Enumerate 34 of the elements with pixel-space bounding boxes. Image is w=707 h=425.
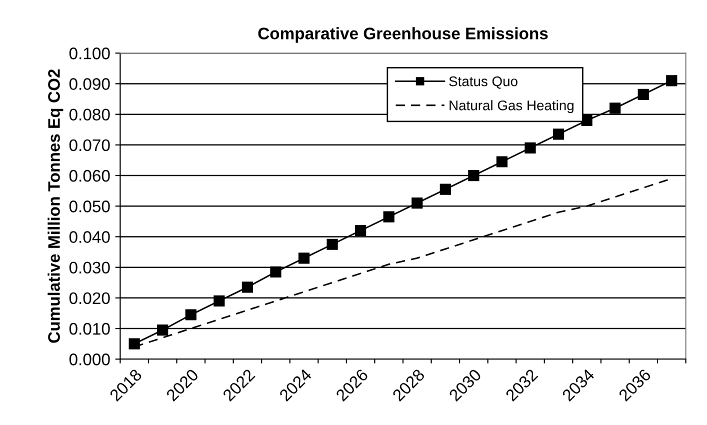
y-tick-label: 0.030 bbox=[69, 262, 110, 274]
y-tick-label: 0.070 bbox=[69, 139, 110, 152]
y-axis-title: Cumulative Million Tonnes Eq CO2 bbox=[48, 69, 64, 343]
y-tick-label: 0.080 bbox=[69, 108, 110, 121]
chart-title: Comparative Greenhouse Emissions bbox=[258, 27, 548, 43]
point bbox=[440, 184, 451, 195]
point bbox=[412, 198, 423, 209]
point bbox=[157, 324, 168, 336]
point bbox=[128, 338, 140, 350]
point bbox=[496, 156, 508, 168]
point bbox=[270, 266, 282, 278]
point bbox=[552, 128, 564, 140]
point bbox=[242, 282, 254, 293]
y-tick-label: 0.060 bbox=[69, 170, 110, 182]
y-tick-label: 0.040 bbox=[69, 231, 110, 243]
point bbox=[214, 295, 225, 307]
point bbox=[638, 88, 649, 100]
legend-label: Natural Gas Heating bbox=[450, 100, 574, 114]
point bbox=[524, 142, 536, 154]
legend-label: Status Quo bbox=[449, 76, 518, 89]
point bbox=[666, 75, 678, 86]
y-tick-label: 0.090 bbox=[69, 78, 110, 90]
y-tick-label: 0.010 bbox=[69, 322, 110, 335]
point bbox=[468, 170, 480, 182]
point bbox=[185, 309, 196, 320]
y-tick-label: 0.020 bbox=[69, 292, 110, 304]
y-tick-label: 0.050 bbox=[69, 200, 110, 212]
point bbox=[326, 238, 338, 250]
point bbox=[610, 102, 621, 114]
point bbox=[355, 225, 366, 236]
y-tick-label: 0.100 bbox=[69, 48, 110, 60]
point bbox=[298, 252, 310, 264]
point bbox=[383, 211, 394, 222]
y-tick-label: 0.000 bbox=[69, 354, 110, 366]
